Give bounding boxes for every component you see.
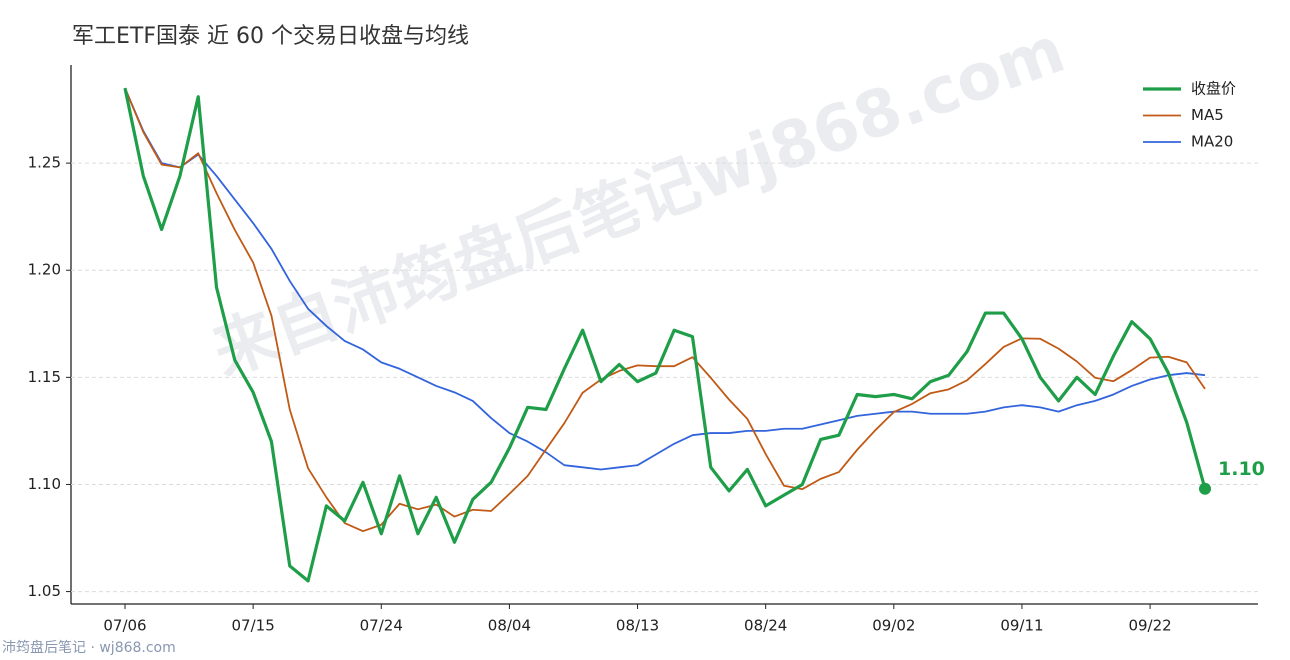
y-tick-label: 1.25 bbox=[28, 154, 61, 172]
footer: 沛筠盘后笔记 · wj868.com bbox=[2, 639, 176, 656]
y-tick-label: 1.20 bbox=[28, 261, 61, 279]
series-line bbox=[124, 87, 1206, 471]
y-tick-label: 1.05 bbox=[28, 582, 61, 600]
x-tick-label: 09/02 bbox=[872, 617, 915, 635]
x-tick-label: 09/11 bbox=[1000, 617, 1043, 635]
x-tick-label: 08/13 bbox=[616, 617, 659, 635]
x-tick-label: 09/22 bbox=[1128, 617, 1171, 635]
series-line bbox=[123, 87, 1207, 583]
legend-label: MA5 bbox=[1191, 106, 1224, 124]
x-tick-label: 07/06 bbox=[103, 617, 146, 635]
x-tick-label: 08/24 bbox=[744, 617, 787, 635]
end-point bbox=[1199, 482, 1211, 495]
chart-title: 军工ETF国泰 近 60 个交易日收盘与均线 bbox=[72, 24, 469, 49]
y-tick-label: 1.10 bbox=[28, 475, 61, 493]
series-line bbox=[124, 87, 1206, 533]
x-tick-label: 07/24 bbox=[360, 617, 403, 635]
x-tick-label: 08/04 bbox=[488, 617, 531, 635]
value-label: 1.10 bbox=[1218, 458, 1265, 480]
legend-label: 收盘价 bbox=[1191, 80, 1236, 98]
watermark: 来自沛筠盘后笔记wj868.com bbox=[204, 13, 1075, 390]
x-tick-label: 07/15 bbox=[232, 617, 275, 635]
y-tick-label: 1.15 bbox=[28, 368, 61, 386]
legend-label: MA20 bbox=[1191, 133, 1233, 151]
